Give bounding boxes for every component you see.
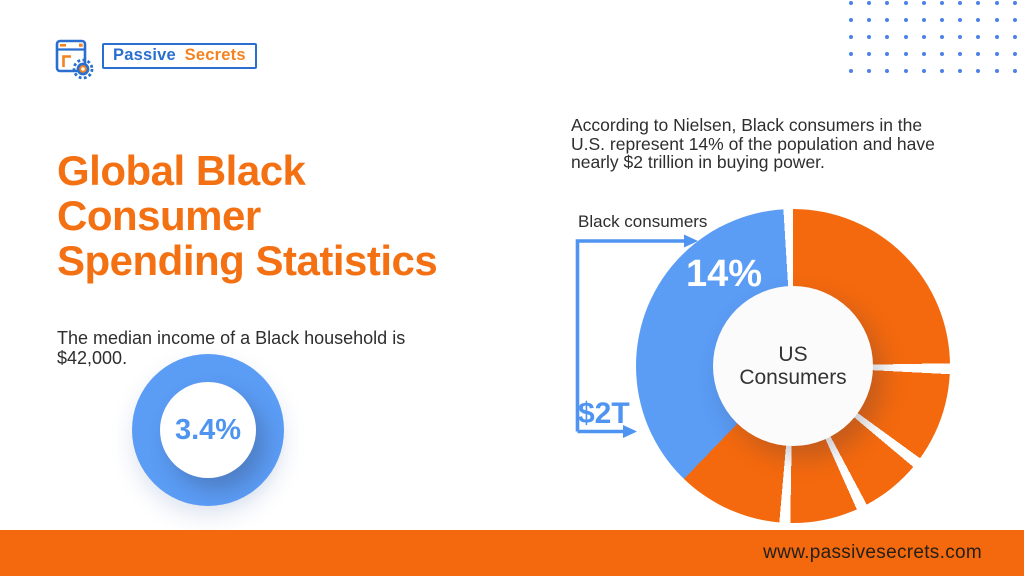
pie-center-line-2: Consumers [739,366,847,389]
dot [958,18,963,22]
dot [921,1,926,5]
dot [849,52,853,56]
dot [849,35,853,39]
browser-gear-icon [55,39,94,80]
dot [849,18,853,22]
pie-center-line-1: US [778,343,808,366]
dot [994,69,999,73]
dot [903,35,908,39]
page-title-line-3: Spending Statistics [57,237,438,284]
dot [976,1,981,5]
dot [849,69,853,73]
dot [885,35,890,39]
brand-word-secondary: Secrets [184,46,246,64]
dot [849,1,853,5]
left-stat-line-2: $42,000. [57,347,128,368]
dot [994,1,999,5]
dot [903,52,908,56]
dot [885,52,890,56]
page-title: Global Black Consumer Spending Statistic… [57,147,438,284]
dot [903,1,908,5]
buying-power-callout-value: $2T [578,397,630,430]
right-stat-text: According to Nielsen, Black consumers in… [571,116,935,172]
left-stat-line-1: The median income of a Black household i… [57,328,406,348]
us-consumers-pie-chart: 14% US Consumers [636,209,950,523]
dot [994,52,999,56]
dot [867,35,872,39]
dot [994,18,999,22]
dot [976,35,981,39]
dot [903,69,908,73]
right-stat-line-3: nearly $2 trillion in buying power. [571,152,825,173]
dot [885,18,890,22]
median-income-donut-center: 3.4% [160,382,256,478]
dot [1012,18,1017,22]
blue-slice-percent-label: 14% [685,253,763,295]
dot [867,18,872,22]
dot [958,35,963,39]
dot [1012,69,1017,73]
dot-grid-decoration [849,1,1024,86]
dot [921,69,926,73]
dot [958,52,963,56]
dot [976,52,981,56]
median-income-donut-chart: 3.4% [132,354,284,506]
dot [921,18,926,22]
brand-word-primary: Passive [113,46,176,64]
pie-center-label: US Consumers [713,286,873,446]
dot [885,1,890,5]
dot [885,69,890,73]
page-title-line-1: Global Black [57,147,306,194]
dot [1012,1,1017,5]
dot [939,52,944,56]
left-stat-text: The median income of a Black household i… [57,328,406,368]
footer-bar: www.passivesecrets.com [0,530,1024,576]
dot [976,18,981,22]
brand-logo: Passive Secrets [55,39,257,81]
dot [976,69,981,73]
right-stat-line-2: U.S. represent 14% of the population and… [571,133,935,154]
dot [939,35,944,39]
dot [1012,52,1017,56]
median-income-donut-value: 3.4% [174,413,242,446]
dot [867,1,872,5]
callout-bracket-arrows-icon [575,234,698,438]
dot [958,1,963,5]
dot [939,1,944,5]
dot [958,69,963,73]
dot [921,52,926,56]
dot [867,52,872,56]
dot [921,35,926,39]
dot [939,18,944,22]
black-consumers-callout-label: Black consumers [578,212,708,231]
dot [939,69,944,73]
dot [903,18,908,22]
dot [994,35,999,39]
dot [1012,35,1017,39]
right-stat-line-1: According to Nielsen, Black consumers in… [571,115,923,135]
page-title-line-2: Consumer [57,192,261,239]
dot [867,69,872,73]
brand-wordmark: Passive Secrets [102,43,257,69]
footer-url: www.passivesecrets.com [763,542,982,563]
